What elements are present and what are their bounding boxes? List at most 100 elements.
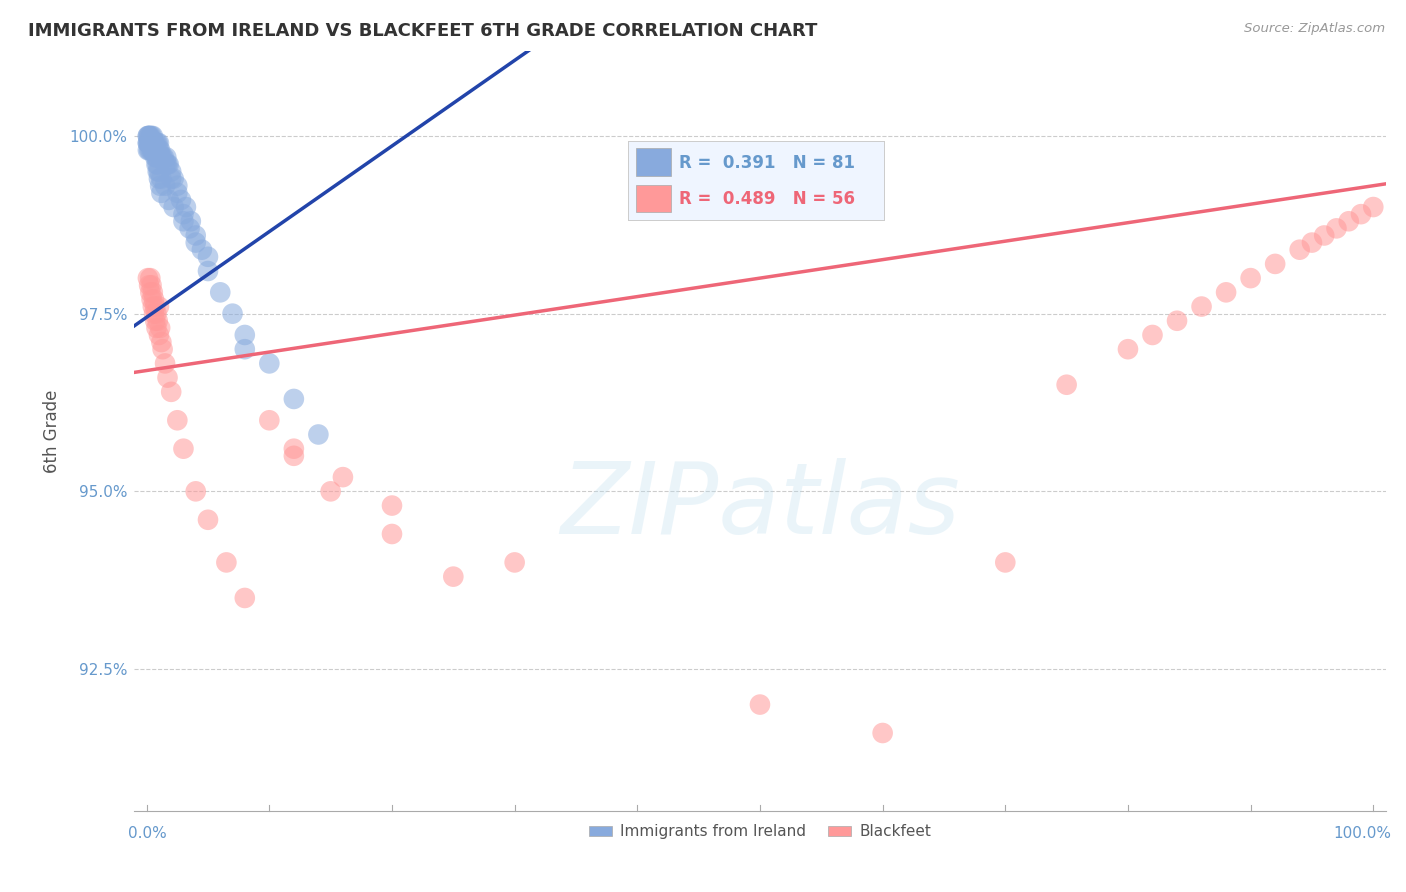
Point xyxy=(153,150,176,164)
Point xyxy=(259,356,281,370)
Point xyxy=(170,193,193,207)
Point xyxy=(1350,207,1372,221)
Point xyxy=(149,150,172,164)
Point xyxy=(259,413,281,427)
Point xyxy=(143,136,166,150)
Point xyxy=(172,207,194,221)
Point xyxy=(143,300,166,314)
Point xyxy=(163,171,186,186)
Point xyxy=(1264,257,1286,271)
Point xyxy=(148,164,170,178)
Point xyxy=(143,293,166,307)
Point xyxy=(174,200,197,214)
Point xyxy=(142,285,165,300)
Point xyxy=(145,157,167,171)
Point xyxy=(233,591,256,605)
Point xyxy=(143,143,166,157)
Point xyxy=(139,271,162,285)
Point xyxy=(283,442,305,456)
Point xyxy=(441,569,464,583)
Point xyxy=(145,150,167,164)
Point xyxy=(149,321,172,335)
Point xyxy=(184,484,207,499)
Point xyxy=(141,136,163,150)
Point xyxy=(136,128,159,143)
Point xyxy=(503,556,526,570)
Point xyxy=(166,186,188,200)
Point xyxy=(1215,285,1237,300)
Text: R =  0.391   N = 81: R = 0.391 N = 81 xyxy=(679,153,855,171)
Point xyxy=(143,150,166,164)
Point xyxy=(138,128,160,143)
Point xyxy=(153,157,176,171)
Point xyxy=(381,527,404,541)
Point xyxy=(1337,214,1360,228)
Point xyxy=(153,356,176,370)
Point xyxy=(283,392,305,406)
Point xyxy=(136,143,159,157)
Point xyxy=(307,427,329,442)
Point xyxy=(197,250,219,264)
Point xyxy=(143,314,166,328)
Text: 0.0%: 0.0% xyxy=(128,826,167,841)
Point xyxy=(150,150,173,164)
Point xyxy=(150,335,173,350)
Text: Source: ZipAtlas.com: Source: ZipAtlas.com xyxy=(1244,22,1385,36)
Point xyxy=(233,328,256,343)
Point xyxy=(150,171,173,186)
Point xyxy=(143,136,166,150)
Point xyxy=(160,164,183,178)
Point xyxy=(160,384,183,399)
Point xyxy=(138,143,160,157)
Point xyxy=(139,285,162,300)
Point xyxy=(184,235,207,250)
Point xyxy=(139,128,162,143)
Point xyxy=(141,143,163,157)
Point xyxy=(152,150,174,164)
Point xyxy=(143,307,166,321)
Point xyxy=(191,243,214,257)
Point xyxy=(197,513,219,527)
Point xyxy=(155,150,177,164)
Point xyxy=(166,178,188,193)
Point xyxy=(143,143,166,157)
Point xyxy=(146,164,169,178)
Legend: Immigrants from Ireland, Blackfeet: Immigrants from Ireland, Blackfeet xyxy=(583,818,936,846)
Point xyxy=(142,300,165,314)
Text: 100.0%: 100.0% xyxy=(1334,826,1392,841)
Point xyxy=(156,370,179,384)
Point xyxy=(197,264,219,278)
Point xyxy=(166,413,188,427)
Point xyxy=(149,178,172,193)
Point xyxy=(148,136,170,150)
Point xyxy=(184,228,207,243)
Y-axis label: 6th Grade: 6th Grade xyxy=(44,389,60,473)
Point xyxy=(1191,300,1213,314)
Point xyxy=(146,314,169,328)
Point xyxy=(145,307,167,321)
Point xyxy=(142,136,165,150)
Point xyxy=(1116,342,1139,356)
Point xyxy=(233,342,256,356)
Point xyxy=(1362,200,1385,214)
Point xyxy=(145,143,167,157)
Point xyxy=(1313,228,1336,243)
Point xyxy=(138,136,160,150)
Point xyxy=(139,136,162,150)
Point xyxy=(148,143,170,157)
Point xyxy=(1239,271,1261,285)
Point xyxy=(157,157,180,171)
FancyBboxPatch shape xyxy=(636,148,672,176)
Point xyxy=(1326,221,1348,235)
Point xyxy=(141,136,163,150)
Point xyxy=(172,214,194,228)
Point xyxy=(150,186,173,200)
Point xyxy=(1288,243,1310,257)
Point xyxy=(149,143,172,157)
Point xyxy=(319,484,342,499)
FancyBboxPatch shape xyxy=(636,185,672,212)
Point xyxy=(142,128,165,143)
Point xyxy=(994,556,1017,570)
Point xyxy=(142,143,165,157)
Point xyxy=(221,307,243,321)
